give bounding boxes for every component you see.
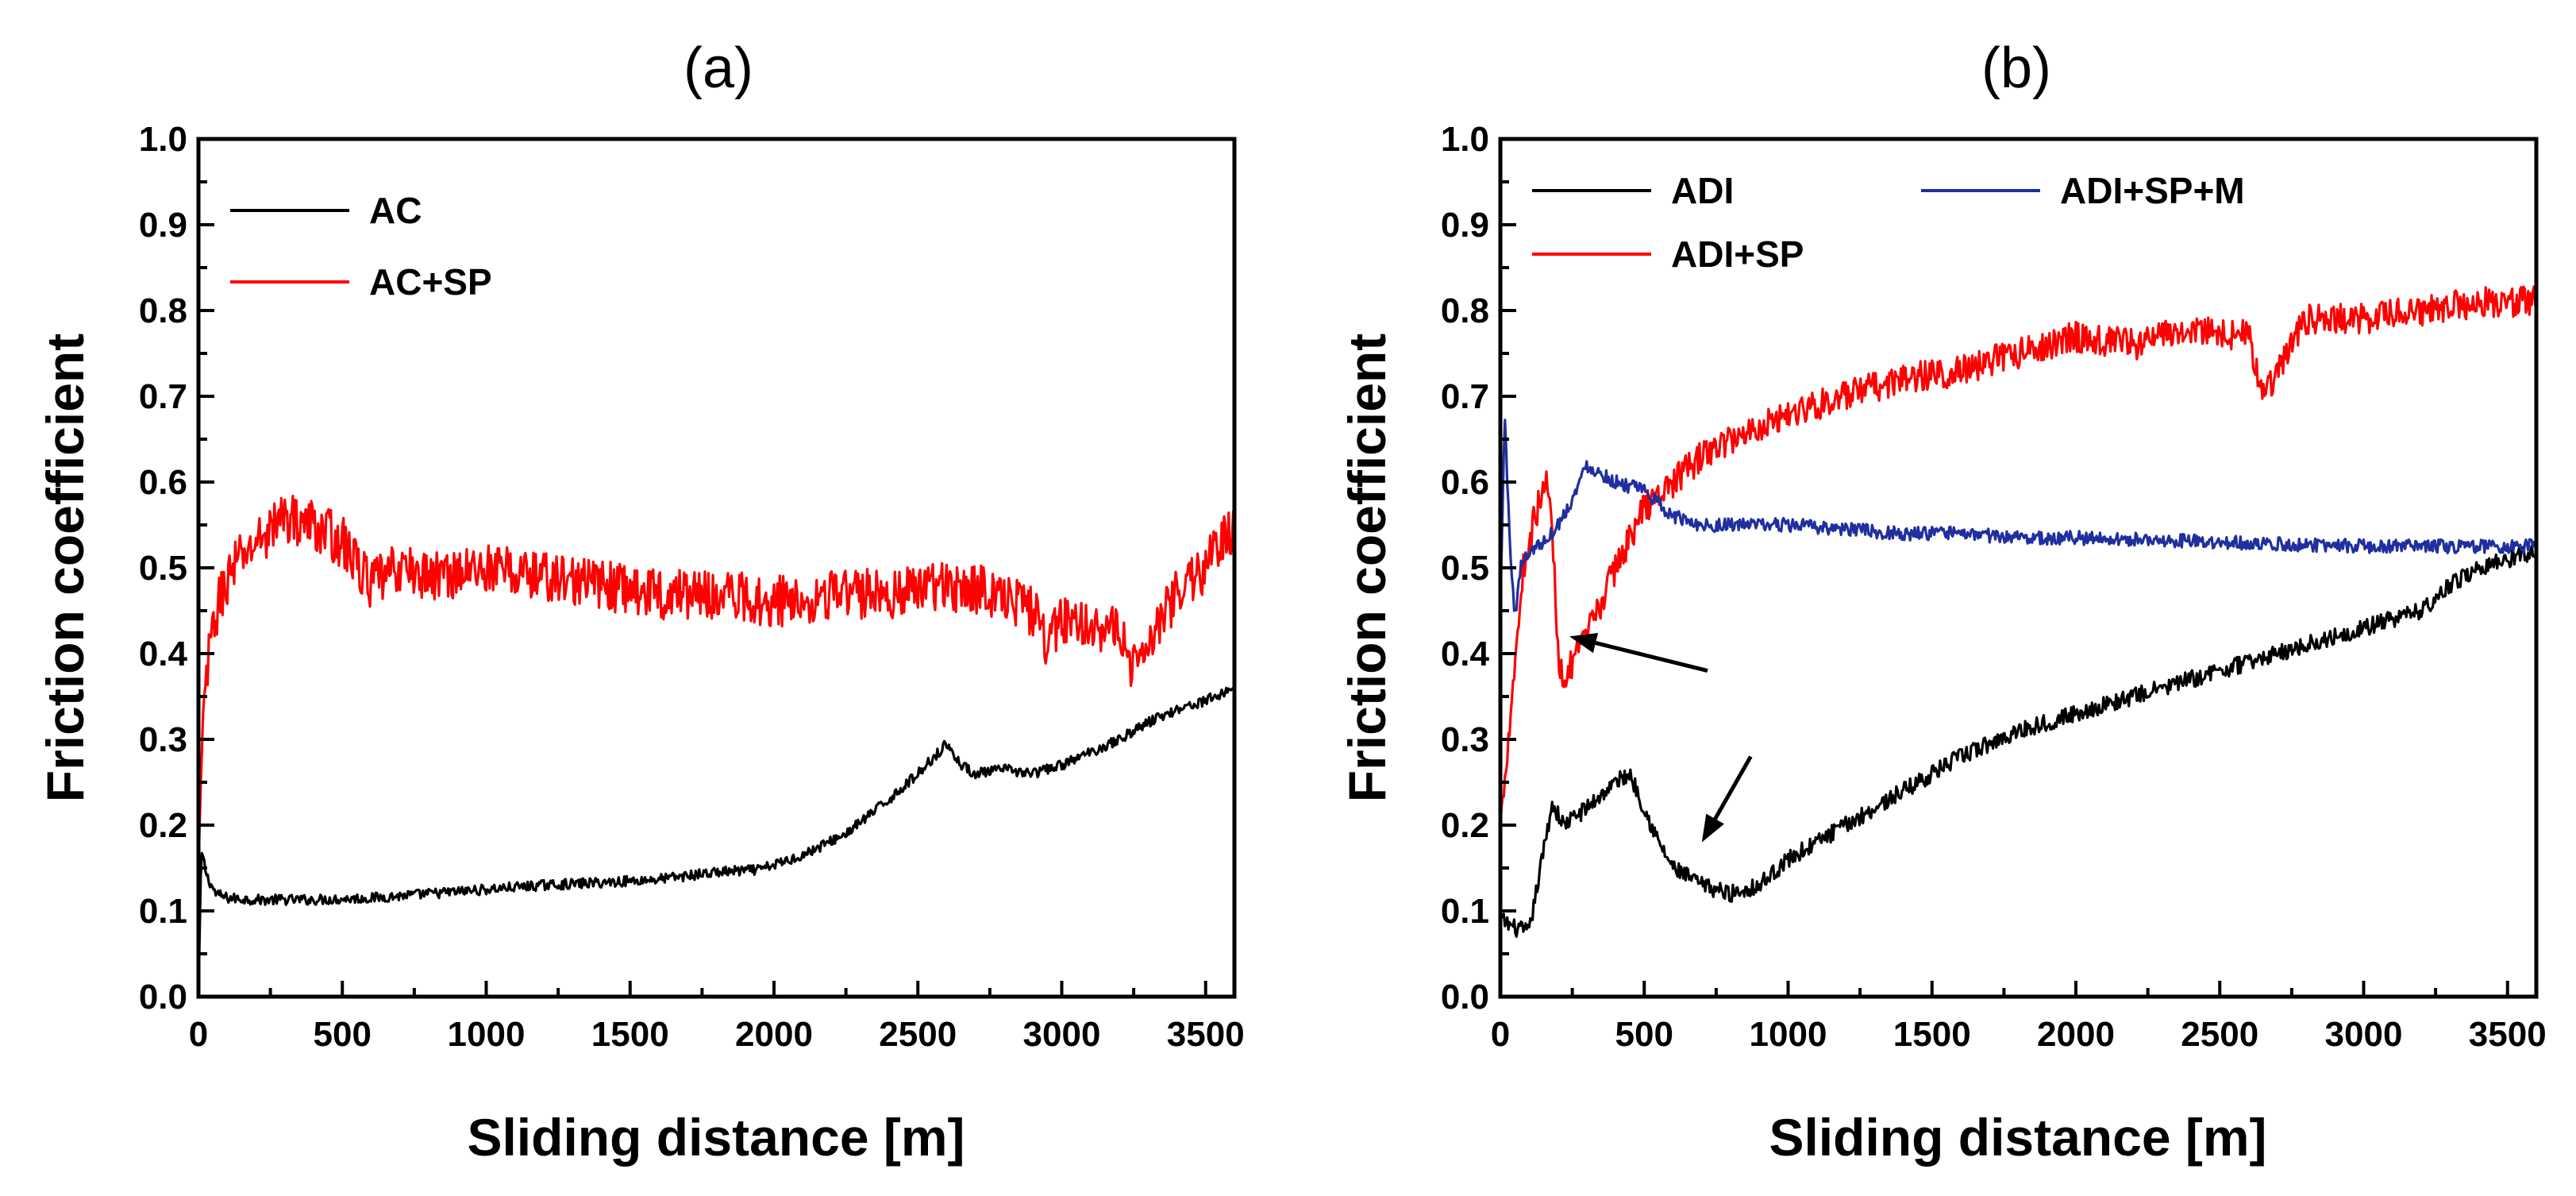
panel-a-y-tick-label: 0.9: [139, 206, 187, 245]
panel-a-x-tick-label: 1500: [591, 1015, 669, 1054]
panel-b-arrow-2-shaft: [1713, 755, 1753, 820]
panel-a-series-ac: [197, 686, 1236, 997]
panel-b-series-adi: [1499, 544, 2538, 938]
panel-a-x-tick-label: 2500: [879, 1015, 957, 1054]
panel-b-y-tick-label: 0.6: [1441, 463, 1489, 502]
panel-b-y-tick-label: 0.3: [1441, 720, 1489, 759]
panel-b-x-tick-label: 0: [1491, 1015, 1510, 1054]
panel-b-legend-label-adi-sp: ADI+SP: [1671, 233, 1804, 275]
panel-b-ticks: 0 500 1000 1500 2000 2500 3000 3500 0.0 0.1 0.2 0.3…: [1441, 120, 2547, 1054]
panel-a: (a) 0 500 1000 1500 2000 2500 3000 3500 0.0 0.1 0.…: [36, 37, 1245, 1167]
panel-a-x-tick-label: 2000: [735, 1015, 813, 1054]
panel-b-x-tick-label: 1000: [1750, 1015, 1827, 1054]
panel-a-ticks: 0 500 1000 1500 2000 2500 3000 3500 0.0 0.1 0.2 0.3…: [139, 120, 1245, 1054]
panel-b-arrow-2-head: [1701, 813, 1724, 843]
panel-b-series: [1499, 285, 2538, 938]
panel-a-y-tick-label: 0.5: [139, 549, 187, 588]
panel-a-x-tick-label: 500: [314, 1015, 372, 1054]
panel-a-legend-label-ac: AC: [369, 190, 422, 231]
panel-a-y-tick-label: 0.4: [139, 635, 188, 673]
panel-b-x-tick-label: 500: [1615, 1015, 1673, 1054]
panel-a-x-tick-label: 3000: [1023, 1015, 1101, 1054]
panel-a-series-ac-sp: [197, 494, 1236, 869]
panel-a-y-tick-label: 0.6: [139, 463, 187, 502]
panel-b-x-tick-label: 1500: [1893, 1015, 1971, 1054]
panel-a-y-tick-label: 0.2: [139, 806, 187, 845]
panel-b: (b) 0 500 1000 1500 2000 2500 3000 3500 0.0 0.1 0.…: [1338, 37, 2547, 1167]
panel-b-y-tick-label: 1.0: [1441, 120, 1489, 159]
panel-a-legend-label-ac-sp: AC+SP: [369, 261, 492, 303]
panel-b-series-adi-sp: [1499, 285, 2538, 826]
panel-a-series: [197, 494, 1236, 997]
panel-b-series-adi-sp-m: [1499, 419, 2538, 612]
panel-a-x-tick-label: 0: [189, 1015, 208, 1054]
panel-b-legend: ADI ADI+SP ADI+SP+M: [1532, 170, 2245, 275]
panel-b-x-tick-label: 3000: [2325, 1015, 2403, 1054]
panel-b-x-tick-label: 2000: [2037, 1015, 2115, 1054]
panel-a-y-axis-label: Friction coefficient: [36, 334, 94, 802]
panel-a-y-tick-label: 0.1: [139, 892, 187, 931]
panel-b-x-axis-label: Sliding distance [m]: [1769, 1108, 2266, 1167]
panel-a-y-tick-label: 0.8: [139, 291, 187, 330]
panel-b-y-tick-label: 0.5: [1441, 549, 1489, 588]
panel-a-y-tick-label: 0.7: [139, 377, 187, 416]
panel-b-y-tick-label: 0.2: [1441, 806, 1489, 845]
panel-a-legend: AC AC+SP: [230, 190, 492, 303]
panel-b-annotations: [1569, 633, 1753, 843]
panel-a-x-tick-label: 3500: [1167, 1015, 1245, 1054]
panel-a-title: (a): [683, 37, 753, 100]
panel-b-legend-label-adi-sp-m: ADI+SP+M: [2060, 170, 2245, 211]
panel-b-y-tick-label: 0.4: [1441, 635, 1490, 673]
panel-b-arrow-1-head: [1569, 633, 1599, 654]
panel-b-y-tick-label: 0.0: [1441, 978, 1489, 1017]
panel-b-arrow-1-shaft: [1595, 641, 1708, 673]
panel-a-y-tick-label: 1.0: [139, 120, 187, 159]
panel-b-y-tick-label: 0.1: [1441, 892, 1489, 931]
panel-a-y-tick-label: 0.3: [139, 720, 187, 759]
panel-b-y-tick-label: 0.9: [1441, 206, 1489, 245]
panel-b-title: (b): [1981, 37, 2051, 100]
panel-b-y-axis-label: Friction coefficient: [1338, 334, 1396, 802]
panel-b-y-tick-label: 0.7: [1441, 377, 1489, 416]
panel-b-x-tick-label: 3500: [2469, 1015, 2547, 1054]
panel-a-y-tick-label: 0.0: [139, 978, 187, 1017]
panel-a-x-axis-label: Sliding distance [m]: [467, 1108, 965, 1167]
panel-a-x-tick-label: 1000: [448, 1015, 526, 1054]
panel-b-legend-label-adi: ADI: [1671, 170, 1734, 211]
panel-b-y-tick-label: 0.8: [1441, 291, 1489, 330]
panel-b-x-tick-label: 2500: [2181, 1015, 2258, 1054]
